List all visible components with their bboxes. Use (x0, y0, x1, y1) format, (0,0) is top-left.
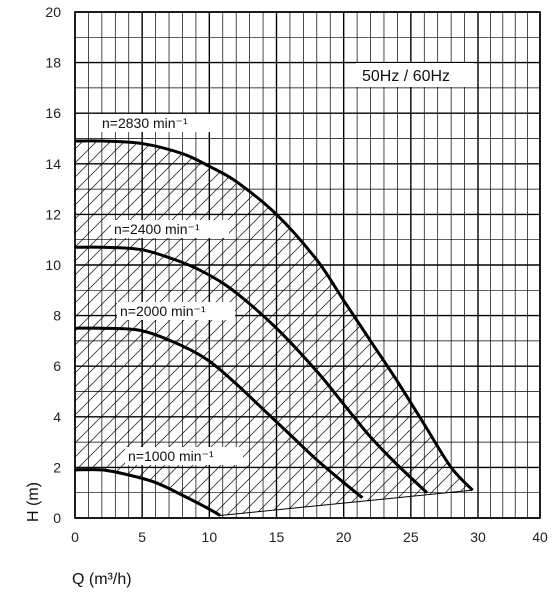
curve-line-1 (74, 245, 428, 494)
x-axis-title: Q (m³/h) (72, 571, 132, 588)
y-tick-label: 10 (45, 257, 61, 273)
plot-frame (74, 11, 541, 519)
frequency-badge: 50Hz / 60Hz (356, 63, 474, 87)
curve-label-bg (111, 220, 229, 238)
y-axis-title: H (m) (25, 482, 42, 522)
y-tick-labels: 0 2 4 6 8 10 12 14 16 18 20 (45, 4, 61, 526)
x-tick-label: 10 (202, 529, 218, 545)
curve-labels: n=2830 min⁻¹ n=2400 min⁻¹ n=2000 min⁻¹ n=10… (99, 114, 243, 465)
curves (74, 139, 474, 517)
y-tick-label: 4 (53, 409, 61, 425)
y-tick-label: 8 (53, 308, 61, 324)
x-tick-label: 20 (336, 529, 352, 545)
curve-label: n=2830 min⁻¹ (102, 115, 188, 131)
curve-label: n=1000 min⁻¹ (128, 448, 214, 464)
x-tick-label: 15 (269, 529, 285, 545)
range-boundary-line (220, 489, 473, 516)
y-tick-label: 14 (45, 156, 61, 172)
curve-line-3 (74, 468, 221, 517)
x-tick-label: 30 (470, 529, 486, 545)
y-tick-label: 12 (45, 206, 61, 222)
curve-label: n=2000 min⁻¹ (120, 303, 206, 319)
curve-line-0 (74, 139, 474, 492)
y-tick-label: 6 (53, 358, 61, 374)
curve-label-bg (125, 447, 243, 465)
y-tick-label: 0 (53, 510, 61, 526)
x-tick-label: 5 (138, 529, 146, 545)
y-tick-label: 2 (53, 459, 61, 475)
x-tick-labels: 0 5 10 15 20 25 30 40 (71, 529, 548, 545)
curve-label: n=2400 min⁻¹ (114, 221, 200, 237)
curve-line-2 (74, 326, 364, 499)
x-tick-label: 25 (403, 529, 419, 545)
x-tick-label: 40 (532, 529, 548, 545)
frequency-label: 50Hz / 60Hz (362, 68, 450, 85)
curve-label-bg (117, 302, 235, 320)
y-tick-label: 16 (45, 105, 61, 121)
x-tick-label: 0 (71, 529, 79, 545)
y-tick-label: 20 (45, 4, 61, 20)
y-tick-label: 18 (45, 55, 61, 71)
curve-label-bg (99, 114, 217, 132)
